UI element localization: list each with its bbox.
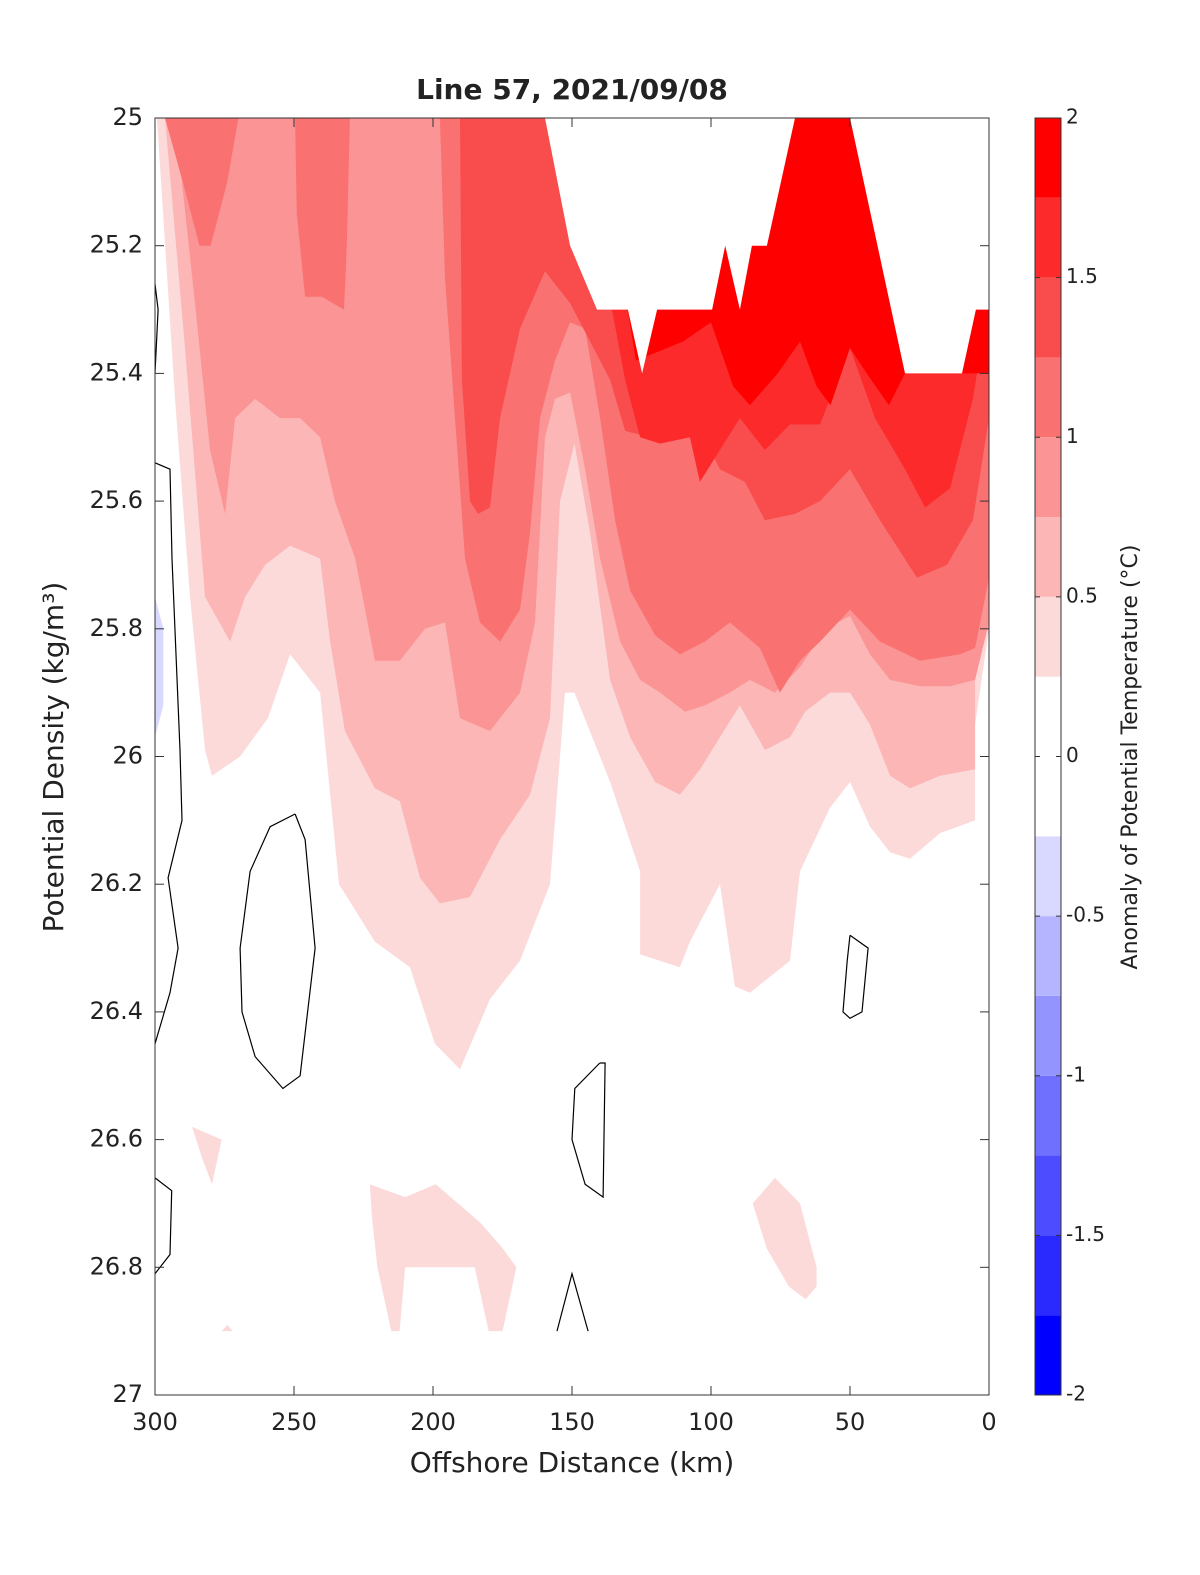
y-tick-label: 25.8 [90,614,143,642]
y-tick-label: 25.6 [90,486,143,514]
colorbar-band [1035,1075,1061,1156]
y-axis-label: Potential Density (kg/m³) [37,582,70,933]
colorbar-band [1035,197,1061,278]
colorbar-band [1035,277,1061,358]
x-axis-label: Offshore Distance (km) [410,1446,735,1479]
x-tick-label: 150 [549,1408,595,1436]
colorbar-tick-label: -2 [1066,1382,1086,1406]
x-tick-label: 0 [981,1408,996,1436]
contour-line [239,813,316,1090]
y-tick-label: 26.4 [90,997,143,1025]
colorbar-tick-label: -0.5 [1066,903,1105,927]
contour-line [842,934,869,1020]
y-tick-label: 26 [112,742,143,770]
x-tick-label: 50 [835,1408,866,1436]
colorbar-tick-label: -1 [1066,1062,1086,1086]
colorbar-band [1035,596,1061,677]
x-tick-label: 100 [688,1408,734,1436]
colorbar-band [1035,836,1061,917]
plot-area [154,118,989,1332]
colorbar-band [1035,756,1061,837]
y-tick-label: 27 [112,1380,143,1408]
contour-line [154,283,159,374]
colorbar-band [1035,1315,1061,1395]
colorbar-tick-label: -1.5 [1066,1222,1105,1246]
colorbar-tick-label: 0.5 [1066,583,1098,607]
colorbar-tick-label: 2 [1066,105,1079,129]
contour-region [369,1184,517,1332]
contour-line [154,462,183,1044]
colorbar-band [1035,517,1061,597]
y-tick-label: 25 [112,103,143,131]
contour-region [295,118,350,310]
contour-line [571,1062,606,1199]
axes: 300 250 200 150 100 50 0 25 25.2 25.4 25.6 25.8 26 26… [90,103,1105,1436]
x-tick-label: 200 [410,1408,456,1436]
contour-region [165,118,239,246]
y-tick-label: 25.4 [90,358,143,386]
y-tick-label: 26.6 [90,1125,143,1153]
colorbar-tick-label: 1 [1066,424,1079,448]
contour-region [850,118,989,374]
colorbar-tick-label: 0 [1066,743,1079,767]
contour-line [556,1271,589,1332]
chart-title: Line 57, 2021/09/08 [416,73,728,106]
contour-line [154,1177,173,1275]
x-tick-label: 250 [271,1408,317,1436]
contour-region [221,1324,233,1332]
colorbar-band [1035,118,1061,198]
colorbar-label: Anomaly of Potential Temperature (°C) [1118,545,1143,970]
contour-region [752,1177,817,1300]
colorbar-band [1035,676,1061,757]
x-tick-label: 300 [132,1408,178,1436]
y-tick-label: 26.8 [90,1252,143,1280]
y-tick-label: 25.2 [90,231,143,259]
colorbar-band [1035,1235,1061,1316]
colorbar-band [1035,916,1061,996]
colorbar-band [1035,1155,1061,1236]
contour-region [545,118,795,374]
colorbar-band [1035,437,1061,518]
colorbar-band [1035,357,1061,438]
contour-region [155,596,164,738]
contour-region [192,1126,222,1185]
colorbar-tick-label: 1.5 [1066,264,1098,288]
y-tick-label: 26.2 [90,869,143,897]
colorbar-band [1035,995,1061,1076]
